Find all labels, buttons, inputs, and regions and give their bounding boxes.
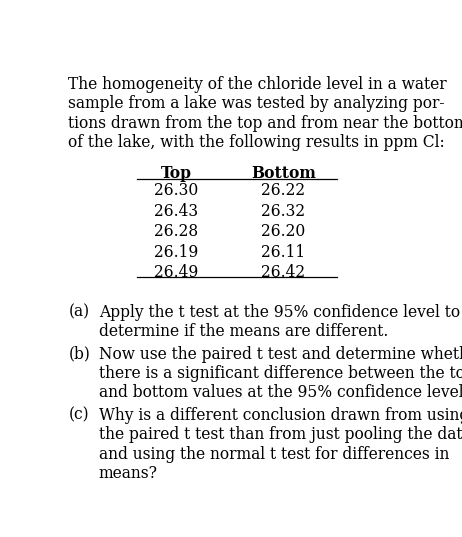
Text: 26.43: 26.43 — [154, 203, 198, 220]
Text: 26.32: 26.32 — [261, 203, 305, 220]
Text: 26.22: 26.22 — [261, 183, 305, 199]
Text: determine if the means are different.: determine if the means are different. — [99, 323, 388, 340]
Text: 26.11: 26.11 — [261, 244, 305, 260]
Text: of the lake, with the following results in ppm Cl:: of the lake, with the following results … — [68, 134, 445, 151]
Text: 26.30: 26.30 — [154, 183, 198, 199]
Text: Now use the paired t test and determine whether: Now use the paired t test and determine … — [99, 346, 462, 362]
Text: (b): (b) — [68, 346, 91, 362]
Text: there is a significant difference between the top: there is a significant difference betwee… — [99, 365, 462, 382]
Text: and using the normal t test for differences in: and using the normal t test for differen… — [99, 446, 450, 463]
Text: 26.42: 26.42 — [261, 264, 305, 281]
Text: 26.28: 26.28 — [154, 223, 198, 240]
Text: sample from a lake was tested by analyzing por-: sample from a lake was tested by analyzi… — [68, 96, 445, 112]
Text: Apply the t test at the 95% confidence level to: Apply the t test at the 95% confidence l… — [99, 304, 460, 321]
Text: 26.49: 26.49 — [154, 264, 198, 281]
Text: the paired t test than from just pooling the data: the paired t test than from just pooling… — [99, 426, 462, 443]
Text: Why is a different conclusion drawn from using: Why is a different conclusion drawn from… — [99, 407, 462, 424]
Text: (a): (a) — [68, 304, 90, 321]
Text: Bottom: Bottom — [251, 165, 316, 182]
Text: (c): (c) — [68, 407, 89, 424]
Text: 26.19: 26.19 — [154, 244, 198, 260]
Text: tions drawn from the top and from near the bottom: tions drawn from the top and from near t… — [68, 115, 462, 132]
Text: and bottom values at the 95% confidence level.: and bottom values at the 95% confidence … — [99, 384, 462, 402]
Text: Top: Top — [160, 165, 191, 182]
Text: 26.20: 26.20 — [261, 223, 305, 240]
Text: means?: means? — [99, 465, 158, 482]
Text: The homogeneity of the chloride level in a water: The homogeneity of the chloride level in… — [68, 76, 447, 93]
